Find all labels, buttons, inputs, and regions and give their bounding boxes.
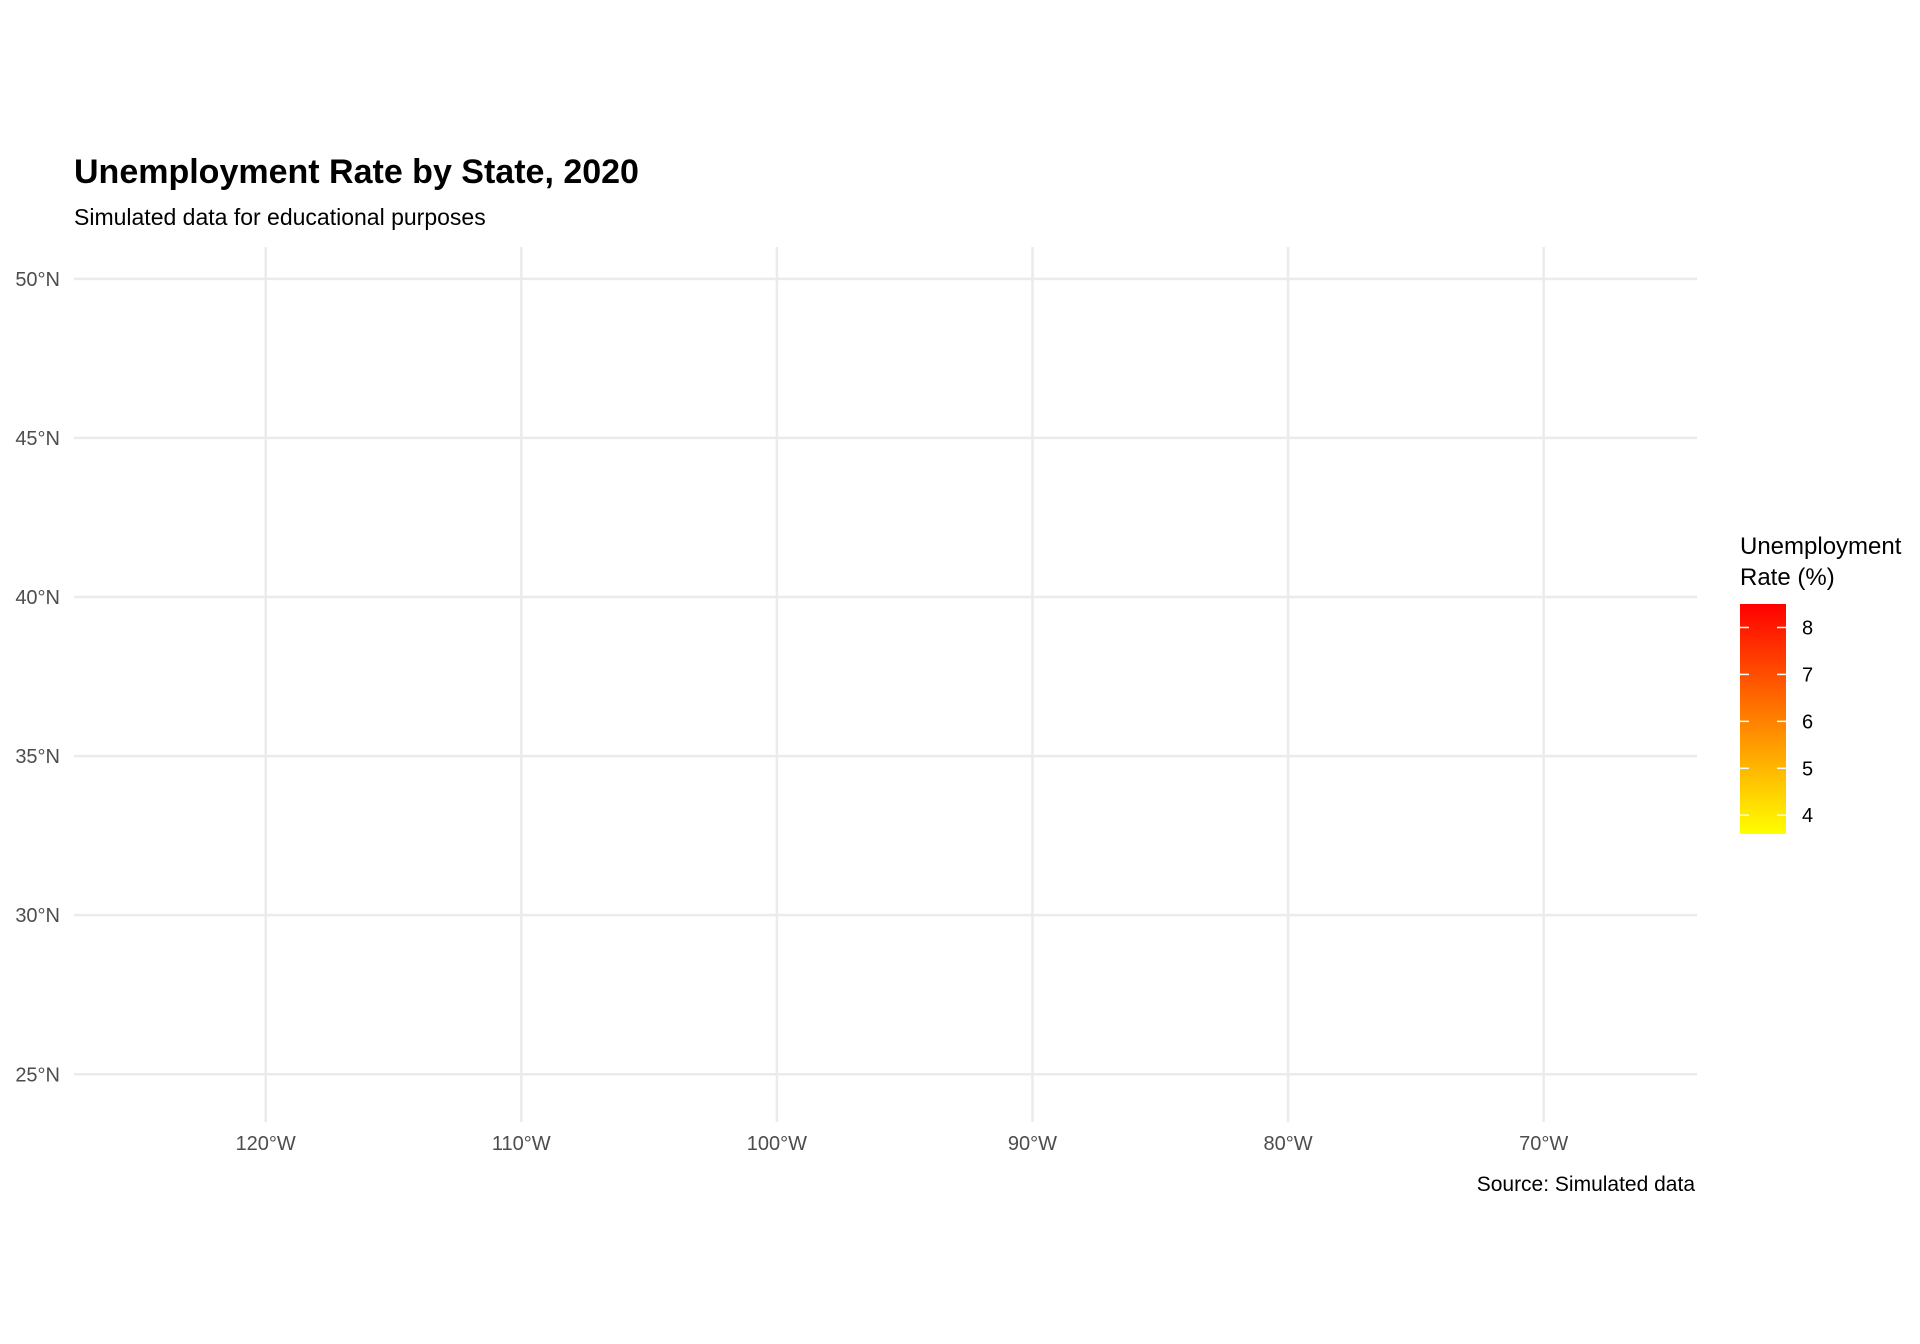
legend-title-line-2: Rate (%) (1740, 564, 1835, 591)
color-legend: Unemployment Rate (%) 8 7 6 5 4 (1740, 533, 1902, 834)
x-axis: 120°W 110°W 100°W 90°W 80°W 70°W (236, 1133, 1569, 1155)
y-axis: 50°N 45°N 40°N 35°N 30°N 25°N (15, 269, 60, 1086)
legend-break-label: 4 (1802, 805, 1813, 827)
legend-break-label: 7 (1802, 664, 1813, 686)
legend-break-label: 6 (1802, 711, 1813, 733)
legend-break-label: 8 (1802, 617, 1813, 639)
y-tick-label: 45°N (15, 428, 60, 450)
x-tick-label: 110°W (492, 1133, 551, 1155)
y-tick-label: 30°N (15, 905, 60, 927)
legend-break-label: 5 (1802, 758, 1813, 780)
x-tick-label: 90°W (1008, 1133, 1057, 1155)
y-tick-label: 50°N (15, 269, 60, 291)
source-caption: Source: Simulated data (1477, 1173, 1696, 1196)
graticule (74, 247, 1697, 1122)
x-tick-label: 80°W (1263, 1133, 1312, 1155)
map-panel (74, 247, 1697, 1122)
chart-title: Unemployment Rate by State, 2020 (74, 153, 639, 191)
legend-ticks: 8 7 6 5 4 (1740, 617, 1813, 827)
x-tick-label: 100°W (747, 1133, 807, 1155)
y-tick-label: 35°N (15, 746, 60, 768)
legend-colorbar (1740, 604, 1786, 834)
chart-subtitle: Simulated data for educational purposes (74, 204, 486, 230)
y-tick-label: 25°N (15, 1064, 60, 1086)
x-tick-label: 70°W (1519, 1133, 1568, 1155)
y-tick-label: 40°N (15, 587, 60, 609)
x-tick-label: 120°W (236, 1133, 296, 1155)
legend-title-line-1: Unemployment (1740, 533, 1902, 560)
